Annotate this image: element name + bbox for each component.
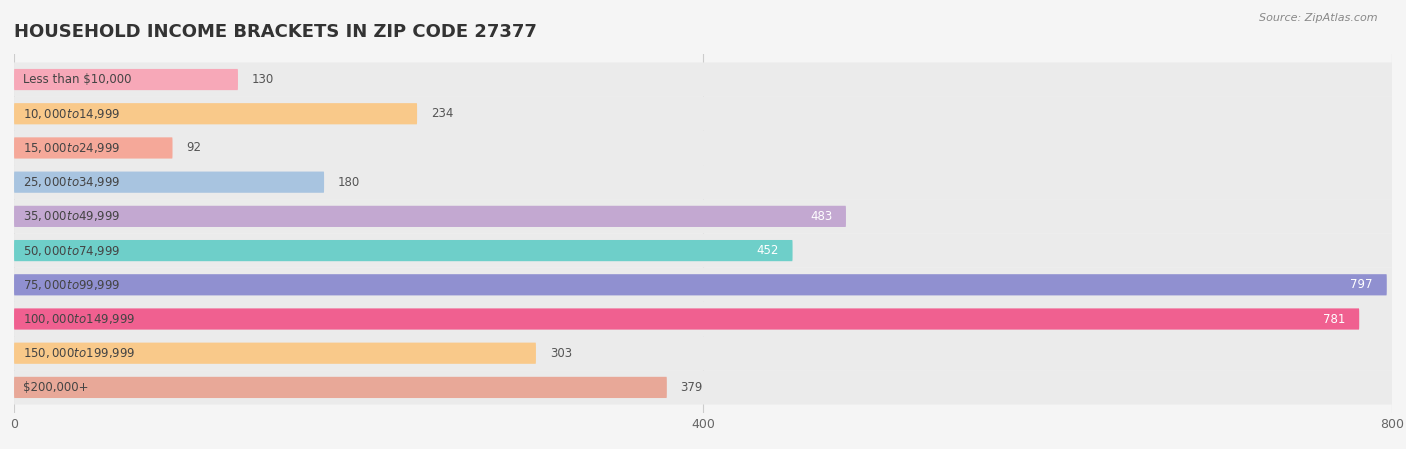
Text: 130: 130: [252, 73, 274, 86]
Text: 379: 379: [681, 381, 703, 394]
Text: HOUSEHOLD INCOME BRACKETS IN ZIP CODE 27377: HOUSEHOLD INCOME BRACKETS IN ZIP CODE 27…: [14, 23, 537, 41]
Text: $25,000 to $34,999: $25,000 to $34,999: [22, 175, 120, 189]
FancyBboxPatch shape: [14, 370, 1392, 405]
FancyBboxPatch shape: [14, 274, 1386, 295]
FancyBboxPatch shape: [14, 199, 1392, 233]
FancyBboxPatch shape: [14, 377, 666, 398]
Text: 180: 180: [337, 176, 360, 189]
Text: 797: 797: [1351, 278, 1374, 291]
Text: $200,000+: $200,000+: [22, 381, 89, 394]
Text: $150,000 to $199,999: $150,000 to $199,999: [22, 346, 135, 360]
FancyBboxPatch shape: [14, 165, 1392, 199]
Text: $10,000 to $14,999: $10,000 to $14,999: [22, 107, 120, 121]
FancyBboxPatch shape: [14, 233, 1392, 268]
FancyBboxPatch shape: [14, 172, 325, 193]
FancyBboxPatch shape: [14, 137, 173, 158]
FancyBboxPatch shape: [14, 302, 1392, 336]
Text: $75,000 to $99,999: $75,000 to $99,999: [22, 278, 120, 292]
FancyBboxPatch shape: [14, 131, 1392, 165]
FancyBboxPatch shape: [14, 336, 1392, 370]
FancyBboxPatch shape: [14, 343, 536, 364]
Text: 92: 92: [186, 141, 201, 154]
Text: 781: 781: [1323, 313, 1346, 326]
Text: $100,000 to $149,999: $100,000 to $149,999: [22, 312, 135, 326]
FancyBboxPatch shape: [14, 97, 1392, 131]
Text: $50,000 to $74,999: $50,000 to $74,999: [22, 244, 120, 258]
Text: Less than $10,000: Less than $10,000: [22, 73, 131, 86]
FancyBboxPatch shape: [14, 62, 1392, 97]
Text: Source: ZipAtlas.com: Source: ZipAtlas.com: [1260, 13, 1378, 23]
FancyBboxPatch shape: [14, 206, 846, 227]
Text: 234: 234: [430, 107, 453, 120]
Text: 452: 452: [756, 244, 779, 257]
FancyBboxPatch shape: [14, 268, 1392, 302]
FancyBboxPatch shape: [14, 103, 418, 124]
Text: $15,000 to $24,999: $15,000 to $24,999: [22, 141, 120, 155]
Text: $35,000 to $49,999: $35,000 to $49,999: [22, 209, 120, 223]
Text: 303: 303: [550, 347, 572, 360]
FancyBboxPatch shape: [14, 308, 1360, 330]
FancyBboxPatch shape: [14, 240, 793, 261]
FancyBboxPatch shape: [14, 69, 238, 90]
Text: 483: 483: [810, 210, 832, 223]
